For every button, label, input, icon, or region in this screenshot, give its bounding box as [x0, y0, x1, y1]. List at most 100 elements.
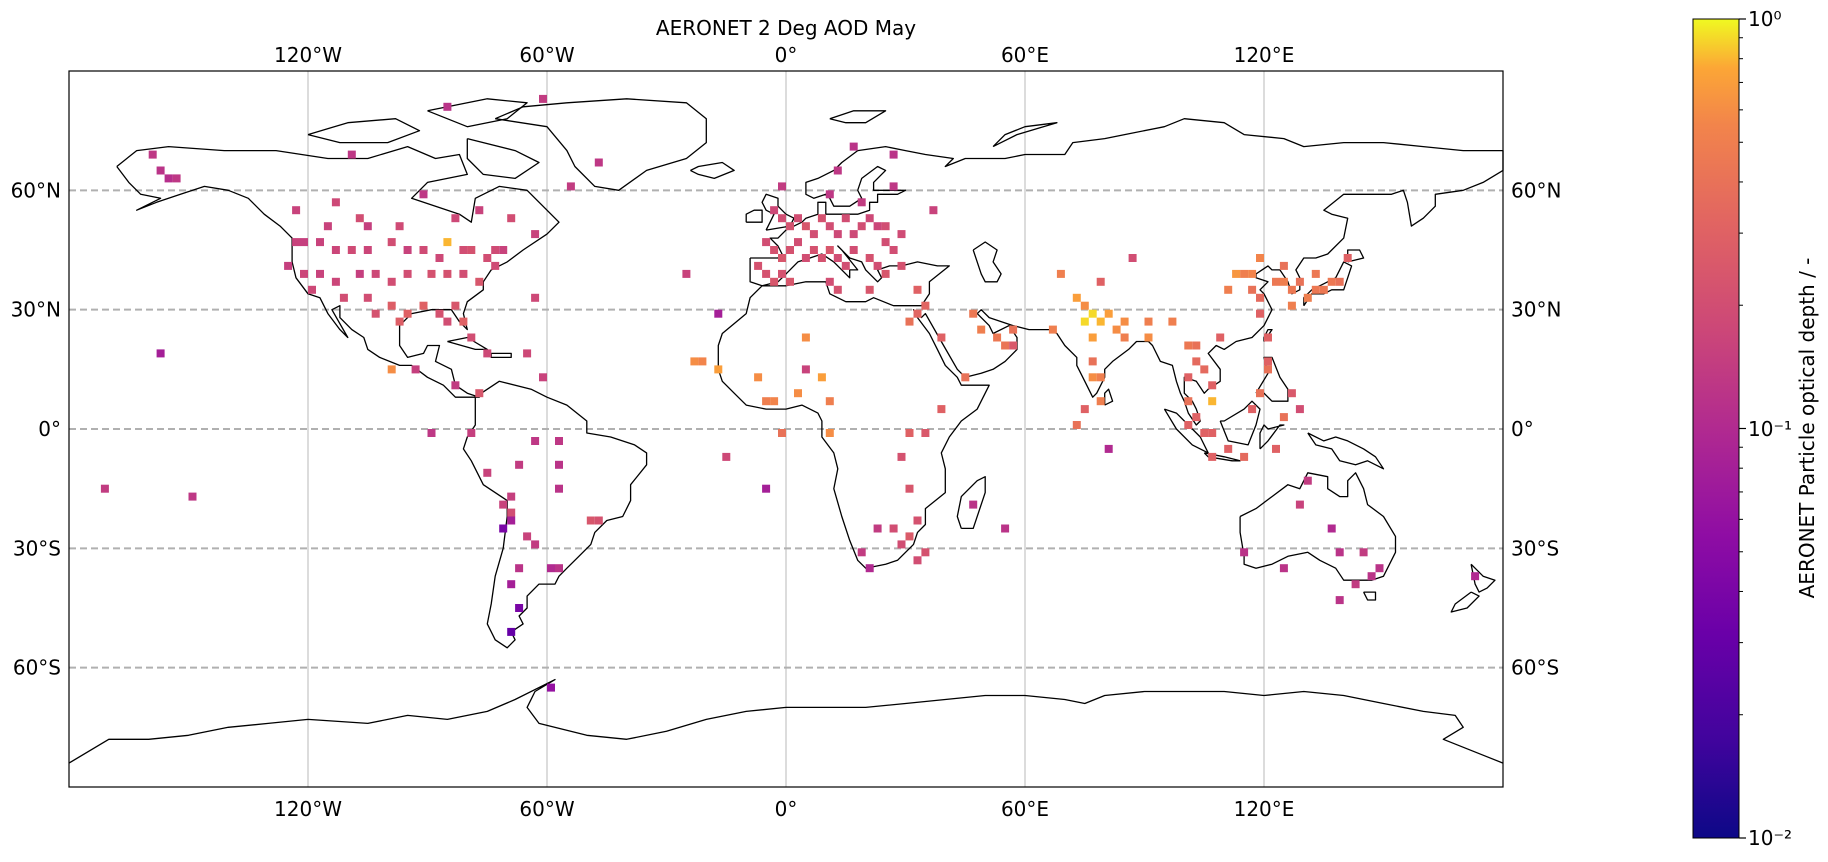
aod-cell: [841, 214, 850, 223]
aod-cell: [825, 277, 834, 286]
map-axes-frame: [68, 70, 1504, 788]
aod-cell: [395, 317, 404, 326]
aod-cell: [1367, 572, 1376, 581]
aod-cell: [881, 269, 890, 278]
aod-cell: [515, 564, 524, 573]
lat-label-right: 60°S: [1511, 656, 1559, 680]
aod-cell: [523, 349, 532, 358]
aod-cell: [1256, 389, 1264, 398]
aod-cell: [889, 182, 898, 191]
aod-cell: [786, 246, 794, 254]
aod-cell: [1080, 405, 1089, 414]
aod-cell: [316, 269, 324, 278]
lat-label-left: 30°N: [11, 298, 61, 322]
aod-cell: [555, 484, 563, 493]
aod-cell: [347, 246, 356, 254]
aod-cell: [905, 484, 914, 493]
aod-cell: [770, 277, 779, 286]
aod-cell: [507, 516, 516, 525]
aod-cell: [419, 246, 428, 254]
aod-cell: [284, 261, 293, 270]
aod-cell: [825, 397, 834, 406]
aod-cell: [833, 230, 842, 239]
aod-cell: [1279, 261, 1288, 270]
lon-label-top: 120°W: [274, 43, 342, 67]
aod-cell: [1080, 301, 1089, 310]
coastline-segment: [745, 209, 763, 223]
aod-cell: [1168, 317, 1177, 326]
aod-cell: [1224, 285, 1233, 294]
aod-cell: [1009, 341, 1018, 350]
aod-cell: [1287, 389, 1296, 398]
aod-cell: [188, 492, 197, 501]
aod-cell: [459, 317, 468, 326]
aod-cell: [794, 389, 802, 398]
aod-cell: [1256, 309, 1264, 318]
aod-cell: [857, 222, 866, 231]
colorbar-tick-label-0.1: 10⁻¹: [1748, 417, 1792, 441]
lon-label-top: 120°E: [1234, 43, 1295, 67]
aod-cell: [897, 540, 906, 549]
aod-cell: [419, 190, 428, 199]
aod-cell: [1343, 254, 1352, 262]
aod-cell: [825, 429, 834, 437]
lon-label-top: 60°W: [519, 43, 574, 67]
aod-cell: [786, 222, 794, 231]
aod-cell: [913, 516, 922, 525]
lon-label-bottom: 60°E: [1001, 797, 1049, 821]
aod-cell: [539, 94, 547, 103]
aod-cell: [387, 365, 396, 374]
coastline-segment: [1239, 472, 1397, 581]
aod-cell: [865, 285, 874, 294]
lon-label-bottom: 60°W: [519, 797, 574, 821]
aod-cell: [507, 214, 516, 223]
aod-cell: [1184, 373, 1193, 382]
aod-cell: [483, 254, 492, 262]
aod-cell: [547, 683, 555, 692]
aod-cell: [1272, 444, 1280, 453]
aod-cell: [1264, 365, 1272, 374]
aod-cell: [1256, 293, 1264, 302]
aod-cell: [825, 246, 834, 254]
aod-cell: [164, 174, 173, 183]
coastline-segment: [494, 98, 707, 191]
aod-cell: [156, 349, 165, 358]
aod-cell: [1208, 381, 1217, 390]
aod-cell: [443, 269, 452, 278]
aod-cell: [507, 580, 516, 589]
aod-cell: [148, 150, 157, 159]
aod-cell: [1104, 309, 1113, 318]
aod-cell: [427, 429, 436, 437]
aod-cell: [539, 373, 547, 382]
coastline-segment: [1203, 452, 1241, 462]
aod-cell: [873, 524, 882, 533]
coastline-segment: [466, 137, 540, 180]
aod-cell: [1248, 269, 1257, 278]
aod-cell: [355, 269, 364, 278]
aod-cell: [427, 269, 436, 278]
aod-cell: [881, 222, 890, 231]
aod-cell: [555, 564, 563, 573]
aod-cell: [371, 309, 380, 318]
aod-cell: [547, 564, 555, 573]
aod-cell: [1001, 524, 1010, 533]
aod-cell: [1208, 452, 1217, 461]
lat-label-right: 60°N: [1511, 178, 1561, 202]
colorbar-label: AERONET Particle optical depth / -: [1795, 258, 1819, 599]
coastline-segment: [1363, 591, 1377, 601]
aod-cell: [969, 500, 978, 509]
aod-cell: [403, 246, 412, 254]
aod-cell: [849, 246, 858, 254]
aod-cell: [1240, 548, 1249, 557]
coastline-segment: [829, 110, 887, 124]
coastline-segment: [761, 193, 795, 231]
aod-cell: [451, 301, 460, 310]
aod-cell: [1224, 444, 1233, 453]
aod-cell: [435, 309, 444, 318]
aod-cell: [300, 269, 308, 278]
aod-cell: [594, 516, 603, 525]
aod-cell: [292, 238, 301, 247]
aod-cell: [905, 317, 914, 326]
aod-cell: [1248, 285, 1257, 294]
colorbar: [1692, 18, 1740, 839]
